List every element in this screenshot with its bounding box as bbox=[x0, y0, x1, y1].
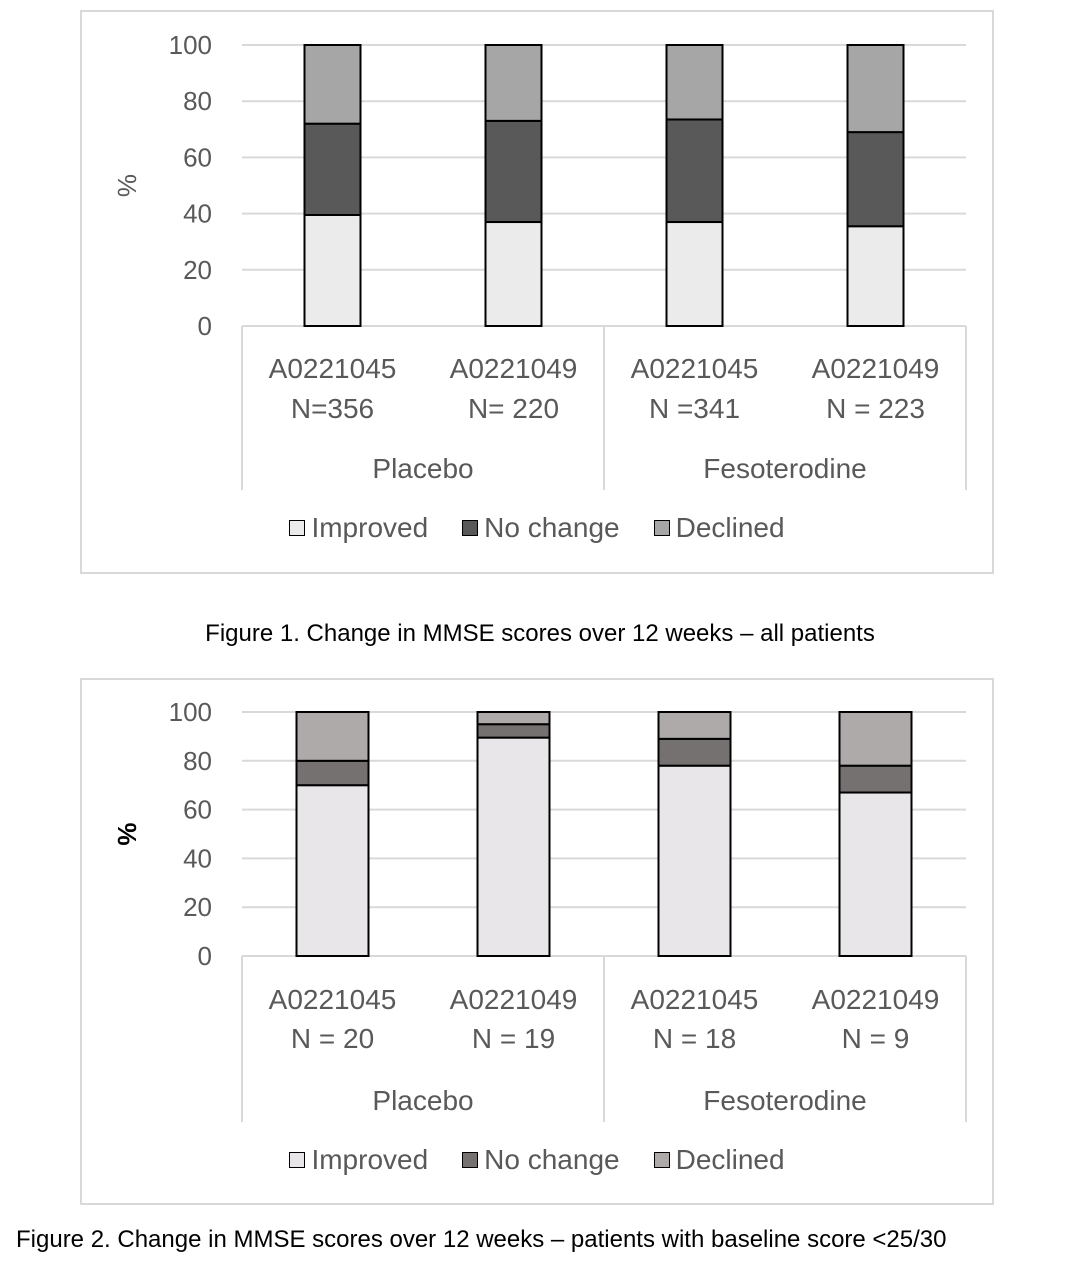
category-n-label: N = 223 bbox=[826, 393, 925, 424]
group-label: Fesoterodine bbox=[703, 1085, 866, 1116]
legend-label-no-change: No change bbox=[484, 512, 620, 543]
legend-item-no-change: No change bbox=[462, 1144, 620, 1176]
y-tick-label: 20 bbox=[183, 892, 212, 922]
y-tick-label: 60 bbox=[183, 142, 212, 172]
category-n-label: N = 9 bbox=[842, 1023, 910, 1054]
bar-segment-declined bbox=[303, 44, 362, 125]
group-label: Placebo bbox=[372, 1085, 473, 1116]
figure-1-caption: Figure 1. Change in MMSE scores over 12 … bbox=[205, 620, 875, 647]
legend-2: Improved No change Declined bbox=[82, 1144, 992, 1176]
legend-swatch-improved bbox=[289, 520, 306, 536]
bar-segment-improved bbox=[476, 736, 551, 958]
category-label: A0221045 bbox=[631, 353, 759, 384]
y-tick-label: 100 bbox=[169, 30, 212, 60]
bar-segment-improved bbox=[657, 764, 732, 958]
bar-segment-improved bbox=[838, 791, 913, 957]
y-tick-label: 40 bbox=[183, 199, 212, 229]
legend-label-improved: Improved bbox=[311, 1144, 429, 1175]
category-n-label: N = 18 bbox=[653, 1023, 736, 1054]
legend-item-no-change: No change bbox=[462, 512, 620, 544]
bar-segment-improved bbox=[665, 221, 724, 327]
bar-segment-declined bbox=[476, 711, 551, 726]
y-tick-label: 0 bbox=[198, 941, 212, 971]
legend-label-declined: Declined bbox=[675, 512, 785, 543]
chart-panel-1: 0 20 40 60 80 100% A0221045 N=356 A0221049 N= 220… bbox=[80, 10, 994, 574]
bar-segment-declined bbox=[846, 44, 905, 134]
category-n-label: N = 19 bbox=[472, 1023, 555, 1054]
legend-1: Improved No change Declined bbox=[82, 512, 992, 544]
legend-label-improved: Improved bbox=[311, 512, 429, 543]
bar-segment-declined bbox=[657, 711, 732, 740]
y-tick-label: 40 bbox=[183, 843, 212, 873]
bar-segment-improved bbox=[295, 784, 370, 957]
category-n-label: N = 20 bbox=[291, 1023, 374, 1054]
legend-swatch-no-change bbox=[462, 1152, 479, 1168]
legend-item-declined: Declined bbox=[653, 512, 785, 544]
legend-label-no-change: No change bbox=[484, 1144, 620, 1175]
y-tick-label: 0 bbox=[198, 311, 212, 341]
bar-segment-no-change bbox=[484, 119, 543, 224]
legend-item-improved: Improved bbox=[289, 1144, 428, 1176]
category-n-label: N=356 bbox=[291, 393, 374, 424]
legend-item-declined: Declined bbox=[653, 1144, 785, 1176]
y-tick-label: 80 bbox=[183, 86, 212, 116]
bar-segment-no-change bbox=[303, 122, 362, 217]
bar-segment-declined bbox=[665, 44, 724, 121]
bar-segment-no-change bbox=[846, 131, 905, 228]
legend-swatch-declined bbox=[653, 1152, 670, 1168]
chart-panel-2: 0 20 40 60 80 100% A0221045 N = 20 A0221049 N = 1… bbox=[80, 678, 994, 1205]
y-tick-label: 20 bbox=[183, 255, 212, 285]
stacked-bar-chart-2: 0 20 40 60 80 100% A0221045 N = 20 A0221049 N = 1… bbox=[112, 697, 967, 1122]
bar-segment-no-change bbox=[657, 737, 732, 767]
bar-segment-no-change bbox=[476, 723, 551, 739]
legend-label-declined: Declined bbox=[675, 1144, 785, 1175]
bar-segment-declined bbox=[295, 711, 370, 762]
bar-segment-no-change bbox=[838, 764, 913, 794]
category-n-label: N =341 bbox=[649, 393, 740, 424]
bar-segment-declined bbox=[484, 44, 543, 122]
y-axis-label: % bbox=[112, 822, 142, 845]
bar-segment-improved bbox=[484, 221, 543, 327]
group-label: Placebo bbox=[372, 453, 473, 484]
bar-segment-no-change bbox=[665, 118, 724, 224]
category-label: A0221049 bbox=[450, 353, 578, 384]
bar-segment-no-change bbox=[295, 759, 370, 787]
y-axis-label: % bbox=[112, 174, 142, 197]
y-tick-label: 60 bbox=[183, 795, 212, 825]
y-tick-label: 100 bbox=[169, 697, 212, 727]
figure-2-caption: Figure 2. Change in MMSE scores over 12 … bbox=[16, 1226, 947, 1253]
bar-segment-improved bbox=[846, 225, 905, 327]
category-n-label: N= 220 bbox=[468, 393, 559, 424]
bar-segment-improved bbox=[303, 214, 362, 328]
category-label: A0221049 bbox=[812, 353, 940, 384]
y-tick-label: 80 bbox=[183, 746, 212, 776]
category-label: A0221045 bbox=[269, 984, 397, 1015]
legend-item-improved: Improved bbox=[289, 512, 428, 544]
stacked-bar-chart-1: 0 20 40 60 80 100% A0221045 N=356 A0221049 N= 220… bbox=[112, 30, 967, 490]
category-label: A0221049 bbox=[450, 984, 578, 1015]
legend-swatch-no-change bbox=[462, 520, 479, 536]
group-label: Fesoterodine bbox=[703, 453, 866, 484]
bar-segment-declined bbox=[838, 711, 913, 767]
category-label: A0221049 bbox=[812, 984, 940, 1015]
category-label: A0221045 bbox=[631, 984, 759, 1015]
category-label: A0221045 bbox=[269, 353, 397, 384]
legend-swatch-improved bbox=[289, 1152, 306, 1168]
legend-swatch-declined bbox=[653, 520, 670, 536]
